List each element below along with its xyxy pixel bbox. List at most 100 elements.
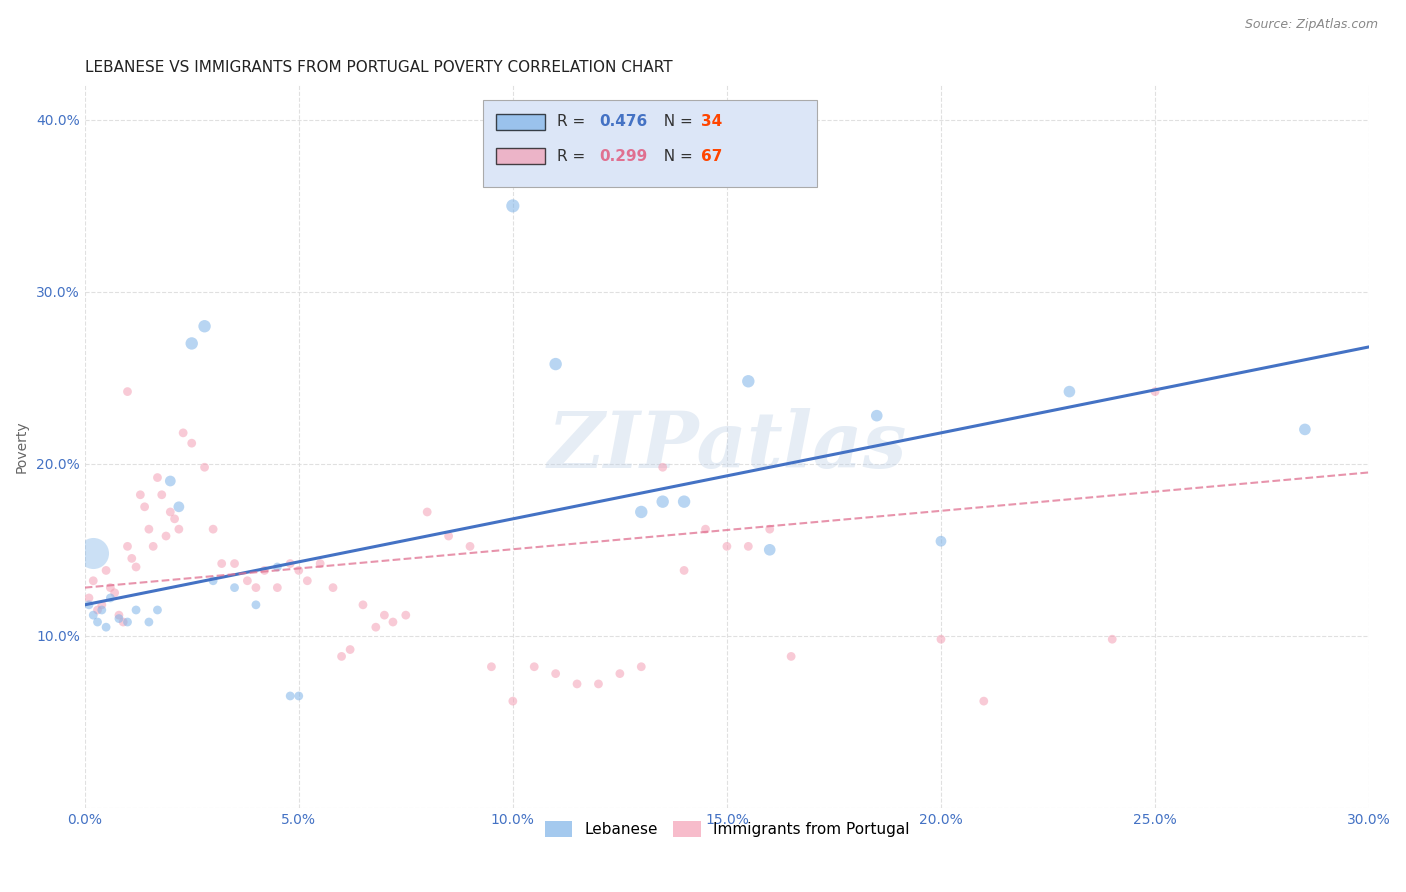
Point (142, 540, 165, 554)
Point (138, 522, 160, 536)
Text: 0.476: 0.476 (600, 114, 648, 129)
Point (159, 505, 181, 519)
Point (278, 557, 301, 571)
Point (544, 357, 567, 371)
Point (94, 564, 117, 578)
Point (77, 598, 100, 612)
Point (108, 611, 131, 625)
Point (929, 632, 952, 647)
Text: N =: N = (654, 114, 697, 129)
Point (86, 603, 108, 617)
Point (112, 615, 135, 629)
Point (630, 659, 652, 673)
Point (481, 659, 503, 673)
Point (381, 615, 404, 629)
Point (125, 603, 148, 617)
Point (609, 666, 631, 681)
Point (437, 529, 460, 543)
Text: Source: ZipAtlas.com: Source: ZipAtlas.com (1244, 18, 1378, 31)
Y-axis label: Poverty: Poverty (15, 420, 30, 473)
Point (1294, 422, 1316, 436)
Point (224, 557, 246, 571)
Point (544, 666, 567, 681)
Point (673, 494, 696, 508)
Point (155, 529, 177, 543)
Point (1101, 632, 1123, 647)
Point (339, 642, 361, 657)
Point (297, 574, 319, 588)
Point (278, 689, 301, 703)
Point (309, 557, 332, 571)
FancyBboxPatch shape (496, 148, 544, 164)
Point (330, 649, 353, 664)
Point (172, 425, 194, 440)
Text: LEBANESE VS IMMIGRANTS FROM PORTUGAL POVERTY CORRELATION CHART: LEBANESE VS IMMIGRANTS FROM PORTUGAL POV… (84, 60, 672, 75)
Point (117, 615, 139, 629)
Point (202, 574, 225, 588)
Point (395, 608, 418, 623)
Point (695, 522, 717, 536)
Text: 0.299: 0.299 (600, 149, 648, 164)
Legend: Lebanese, Immigrants from Portugal: Lebanese, Immigrants from Portugal (538, 815, 915, 844)
Point (780, 649, 803, 664)
Point (245, 598, 267, 612)
Point (193, 319, 215, 334)
Point (82, 608, 104, 623)
Point (104, 586, 127, 600)
Point (502, 694, 524, 708)
Point (117, 540, 139, 554)
Point (266, 560, 288, 574)
Point (90, 603, 112, 617)
Text: R =: R = (557, 149, 591, 164)
Point (86, 615, 108, 629)
Point (373, 608, 395, 623)
Text: 67: 67 (702, 149, 723, 164)
Point (523, 659, 546, 673)
Point (129, 488, 152, 502)
Point (364, 620, 387, 634)
Point (98, 591, 121, 605)
Point (98, 581, 121, 595)
Point (322, 581, 344, 595)
Point (245, 581, 267, 595)
Point (287, 564, 309, 578)
Point (167, 500, 190, 514)
Point (146, 603, 169, 617)
Text: N =: N = (654, 149, 697, 164)
Point (973, 694, 995, 708)
Point (159, 474, 181, 488)
Point (138, 615, 160, 629)
Point (224, 581, 246, 595)
Point (866, 409, 889, 423)
Point (82, 574, 104, 588)
Point (758, 522, 780, 536)
FancyBboxPatch shape (496, 113, 544, 129)
Point (458, 540, 481, 554)
Text: ZIPatlas: ZIPatlas (547, 409, 907, 485)
Point (146, 470, 169, 484)
Point (90, 598, 112, 612)
Point (737, 374, 759, 388)
Point (193, 460, 215, 475)
Point (565, 677, 588, 691)
Point (266, 581, 288, 595)
Point (253, 564, 276, 578)
Point (202, 522, 225, 536)
Point (758, 542, 780, 557)
Point (673, 564, 696, 578)
Point (630, 505, 652, 519)
FancyBboxPatch shape (482, 100, 817, 186)
Text: R =: R = (557, 114, 591, 129)
Point (352, 598, 374, 612)
Point (236, 574, 259, 588)
Point (287, 689, 309, 703)
Point (94, 620, 117, 634)
Point (737, 540, 759, 554)
Point (150, 488, 173, 502)
Point (416, 505, 439, 519)
Point (929, 534, 952, 549)
Point (502, 199, 524, 213)
Text: 34: 34 (702, 114, 723, 129)
Point (1144, 384, 1167, 399)
Point (651, 494, 673, 508)
